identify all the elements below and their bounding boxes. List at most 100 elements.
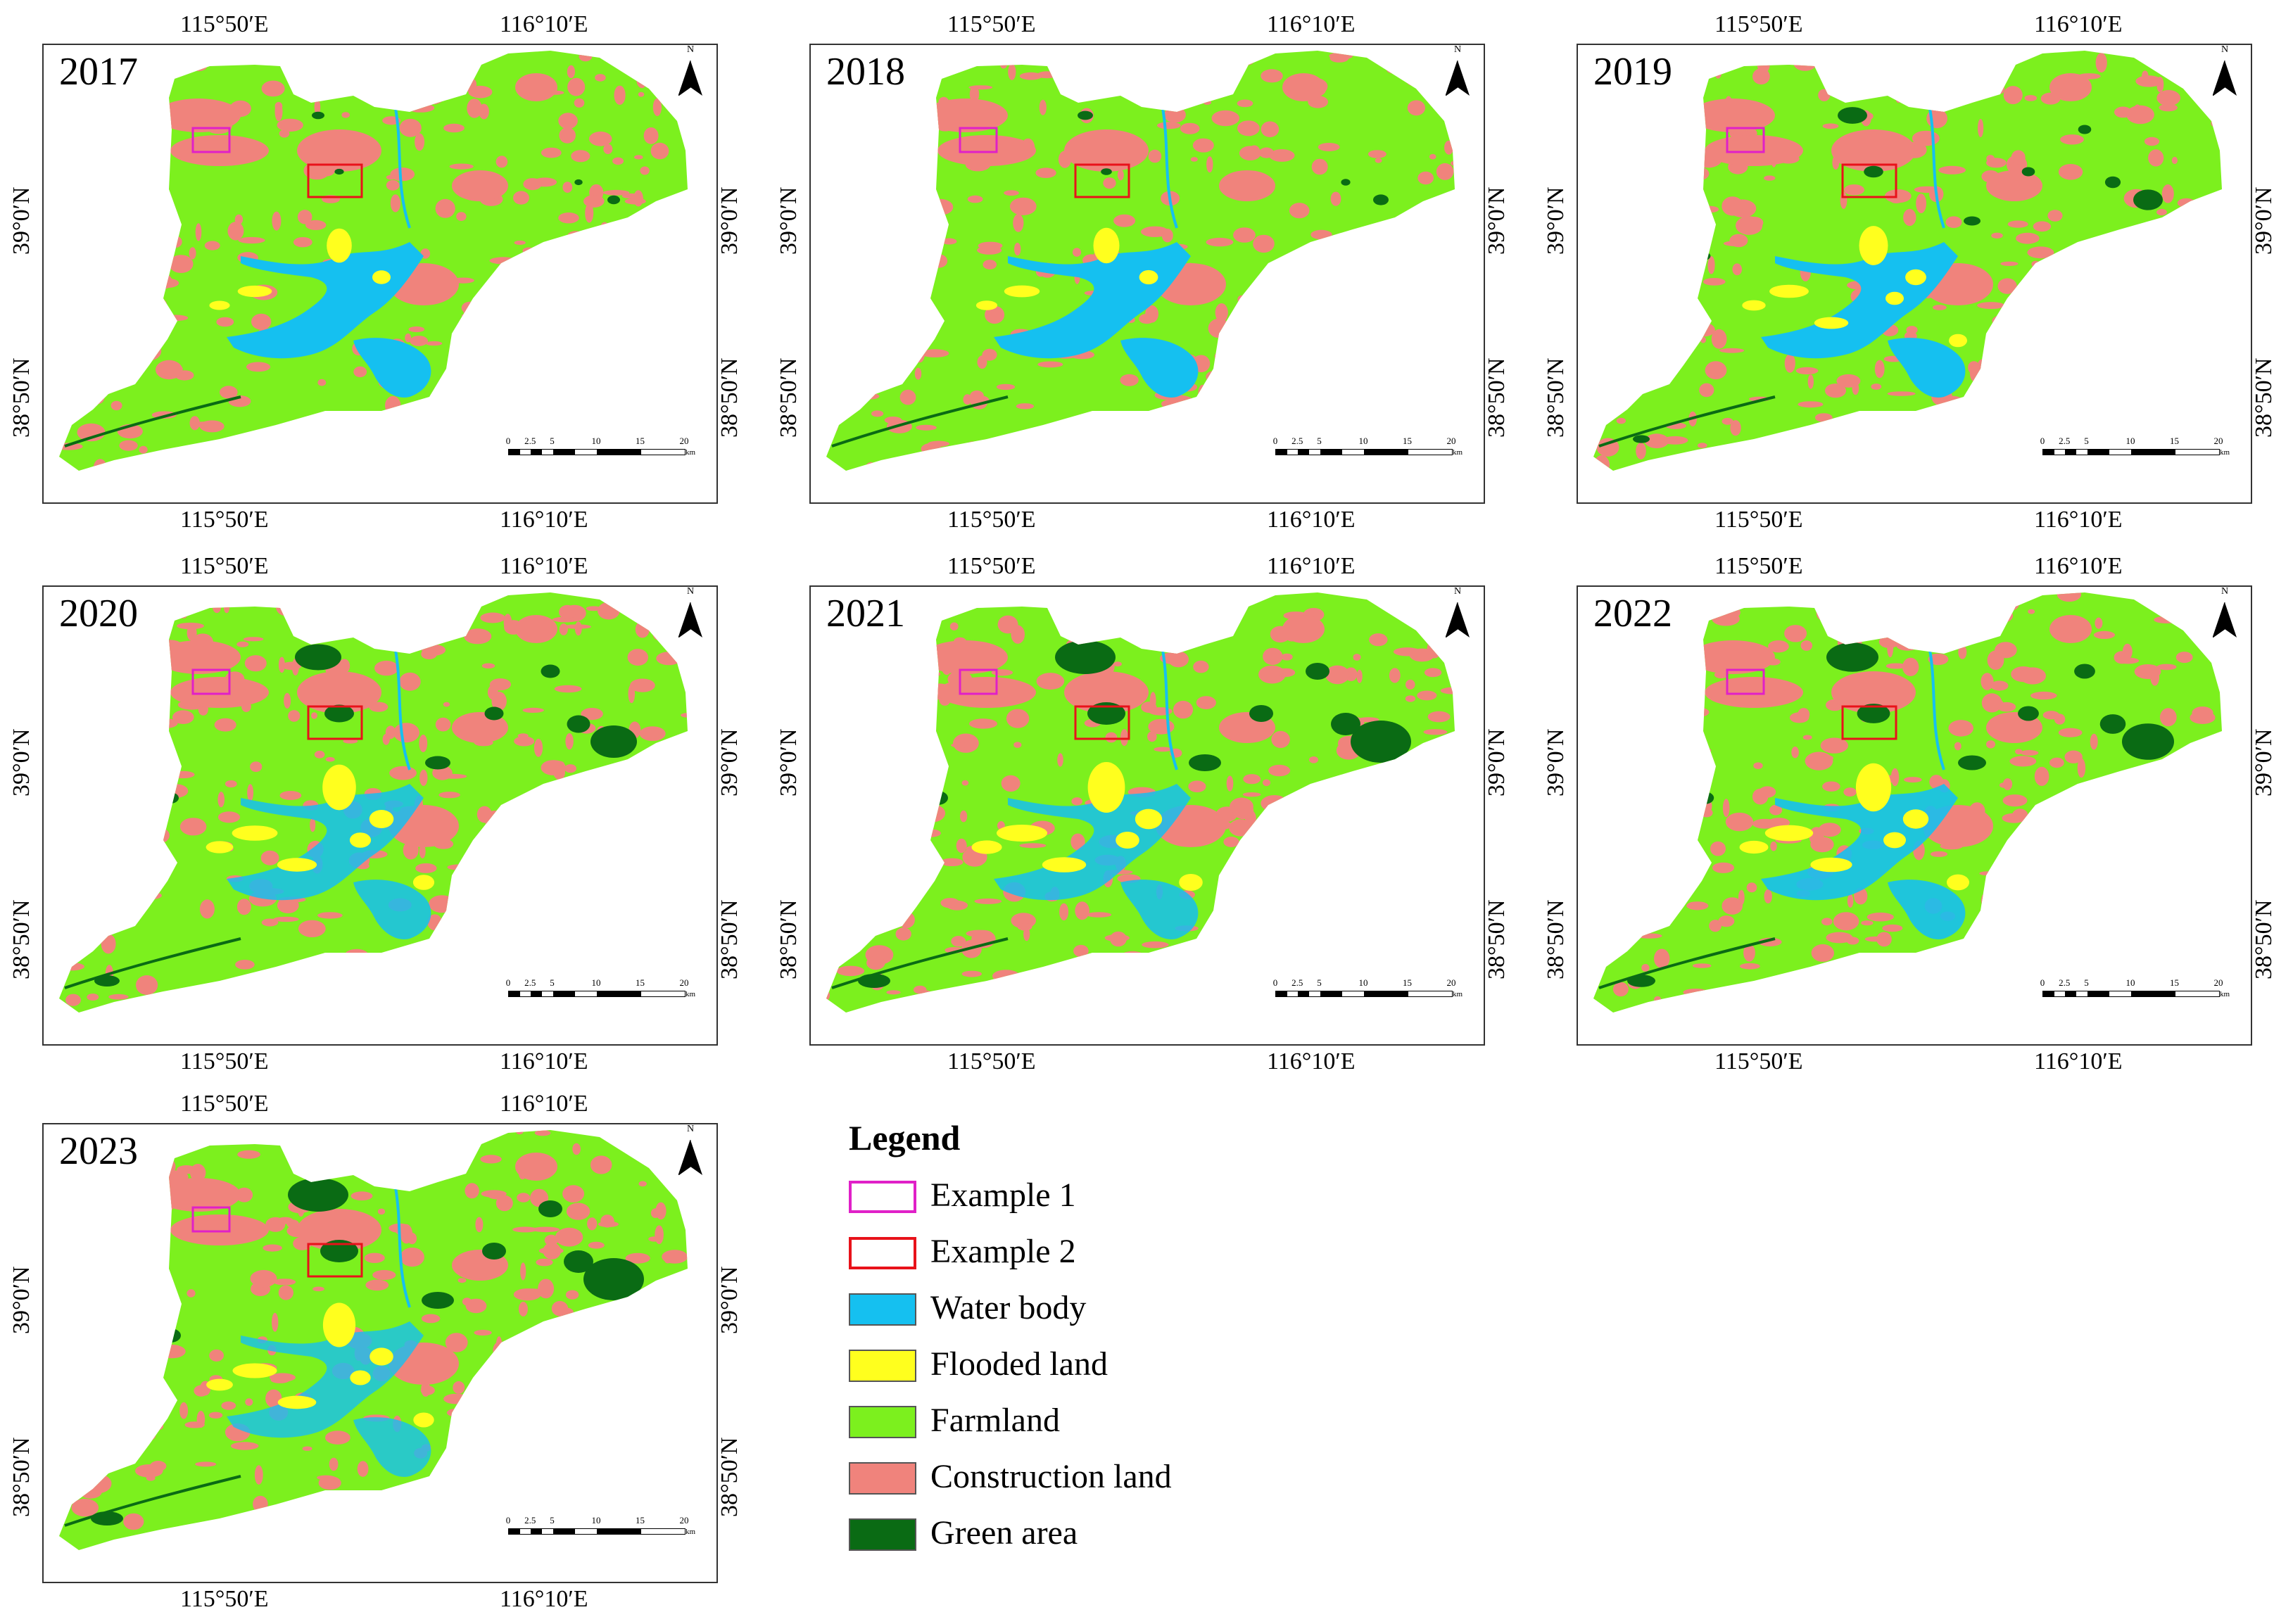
construction-patch: [1674, 691, 1703, 701]
lat-label-left-bottom: 38°50′N: [8, 899, 34, 979]
construction-patch: [1871, 383, 1882, 390]
construction-patch: [1298, 957, 1317, 972]
construction-patch: [372, 1269, 396, 1281]
legend-swatch: [849, 1181, 916, 1213]
construction-patch: [1341, 324, 1351, 343]
construction-patch: [1367, 277, 1384, 296]
scale-tick: 15: [636, 1515, 645, 1525]
construction-patch: [343, 739, 358, 744]
construction-patch: [1001, 775, 1021, 792]
construction-patch: [129, 775, 157, 794]
north-arrow: N: [673, 1124, 708, 1181]
construction-patch: [1961, 608, 1988, 614]
construction-patch: [1444, 140, 1454, 155]
construction-patch: [199, 899, 215, 919]
construction-patch: [2214, 732, 2222, 751]
construction-patch: [1598, 199, 1610, 212]
flooded-land: [1947, 874, 1969, 891]
construction-patch: [223, 600, 230, 614]
construction-patch: [581, 708, 603, 721]
construction-patch: [1714, 61, 1722, 79]
construction-patch: [1769, 804, 1783, 816]
construction-patch: [1705, 361, 1727, 380]
construction-patch: [293, 237, 312, 248]
construction-patch: [415, 133, 425, 151]
construction-patch: [1147, 731, 1157, 742]
construction-patch: [84, 1473, 112, 1494]
scale-tick: 10: [591, 977, 601, 988]
river: [394, 108, 411, 229]
construction-patch: [1294, 313, 1304, 333]
flooded-land: [1139, 269, 1158, 285]
construction-patch: [217, 792, 225, 808]
construction-patch: [371, 92, 379, 100]
construction-patch: [2027, 342, 2046, 356]
lon-label-bottom-left: 115°50′E: [947, 507, 1036, 533]
construction-patch: [602, 189, 630, 196]
construction-patch: [122, 196, 133, 215]
construction-patch: [1593, 349, 1600, 367]
construction-patch: [534, 1413, 552, 1432]
construction-patch: [1223, 837, 1239, 847]
construction-patch: [1858, 604, 1876, 621]
north-arrow: N: [2207, 587, 2242, 643]
construction-patch: [1019, 843, 1047, 849]
construction-patch: [297, 210, 312, 224]
north-label: N: [686, 586, 695, 597]
construction-patch: [1021, 450, 1027, 457]
scale-tick: 5: [2084, 977, 2089, 988]
construction-patch: [921, 829, 941, 837]
construction-patch: [1202, 57, 1223, 77]
construction-patch: [130, 1243, 143, 1250]
construction-patch: [862, 386, 869, 395]
construction-patch: [1253, 234, 1275, 253]
construction-patch: [522, 707, 544, 713]
construction-patch: [75, 125, 103, 143]
construction-patch: [652, 624, 663, 640]
construction-patch: [1822, 123, 1839, 129]
construction-patch: [647, 417, 666, 428]
example-1-box: [191, 668, 231, 695]
example-1-box: [191, 127, 231, 153]
construction-patch: [598, 1221, 619, 1227]
construction-patch: [1243, 774, 1261, 785]
construction-patch: [1686, 181, 1693, 189]
construction-patch: [1124, 616, 1138, 633]
example-2-box: [307, 163, 363, 198]
construction-patch: [1999, 900, 2013, 915]
construction-patch: [93, 459, 107, 471]
canal: [1598, 937, 1776, 989]
construction-patch: [859, 393, 880, 400]
construction-patch: [2095, 53, 2107, 73]
construction-patch: [1995, 609, 2014, 623]
construction-patch: [1822, 781, 1840, 792]
north-arrow-icon: [2213, 61, 2237, 96]
construction-patch: [1242, 792, 1261, 797]
construction-patch: [892, 311, 904, 325]
construction-patch: [1612, 982, 1629, 997]
construction-patch: [424, 593, 447, 604]
construction-patch: [59, 963, 84, 971]
construction-patch: [547, 1455, 560, 1466]
construction-patch: [429, 895, 455, 913]
construction-patch: [1013, 214, 1024, 232]
canal: [1598, 395, 1776, 448]
map-region: [59, 51, 688, 471]
construction-patch: [1207, 602, 1232, 611]
construction-patch: [2049, 272, 2066, 284]
construction-patch: [892, 768, 900, 776]
construction-patch: [284, 692, 291, 709]
construction-patch: [1746, 882, 1757, 893]
water-body: [227, 242, 424, 359]
construction-patch: [1811, 944, 1834, 962]
construction-patch: [123, 1513, 144, 1530]
scale-bar: 0 2.5 5 10 15 20 km: [506, 1515, 695, 1544]
construction-patch: [2171, 907, 2198, 922]
construction-patch: [1219, 170, 1275, 201]
construction-patch: [1237, 120, 1260, 137]
construction-patch: [261, 80, 285, 97]
river: [1161, 108, 1178, 229]
construction-patch: [358, 1156, 380, 1173]
construction-patch: [2002, 794, 2028, 807]
lat-label-left-bottom: 38°50′N: [776, 357, 802, 438]
